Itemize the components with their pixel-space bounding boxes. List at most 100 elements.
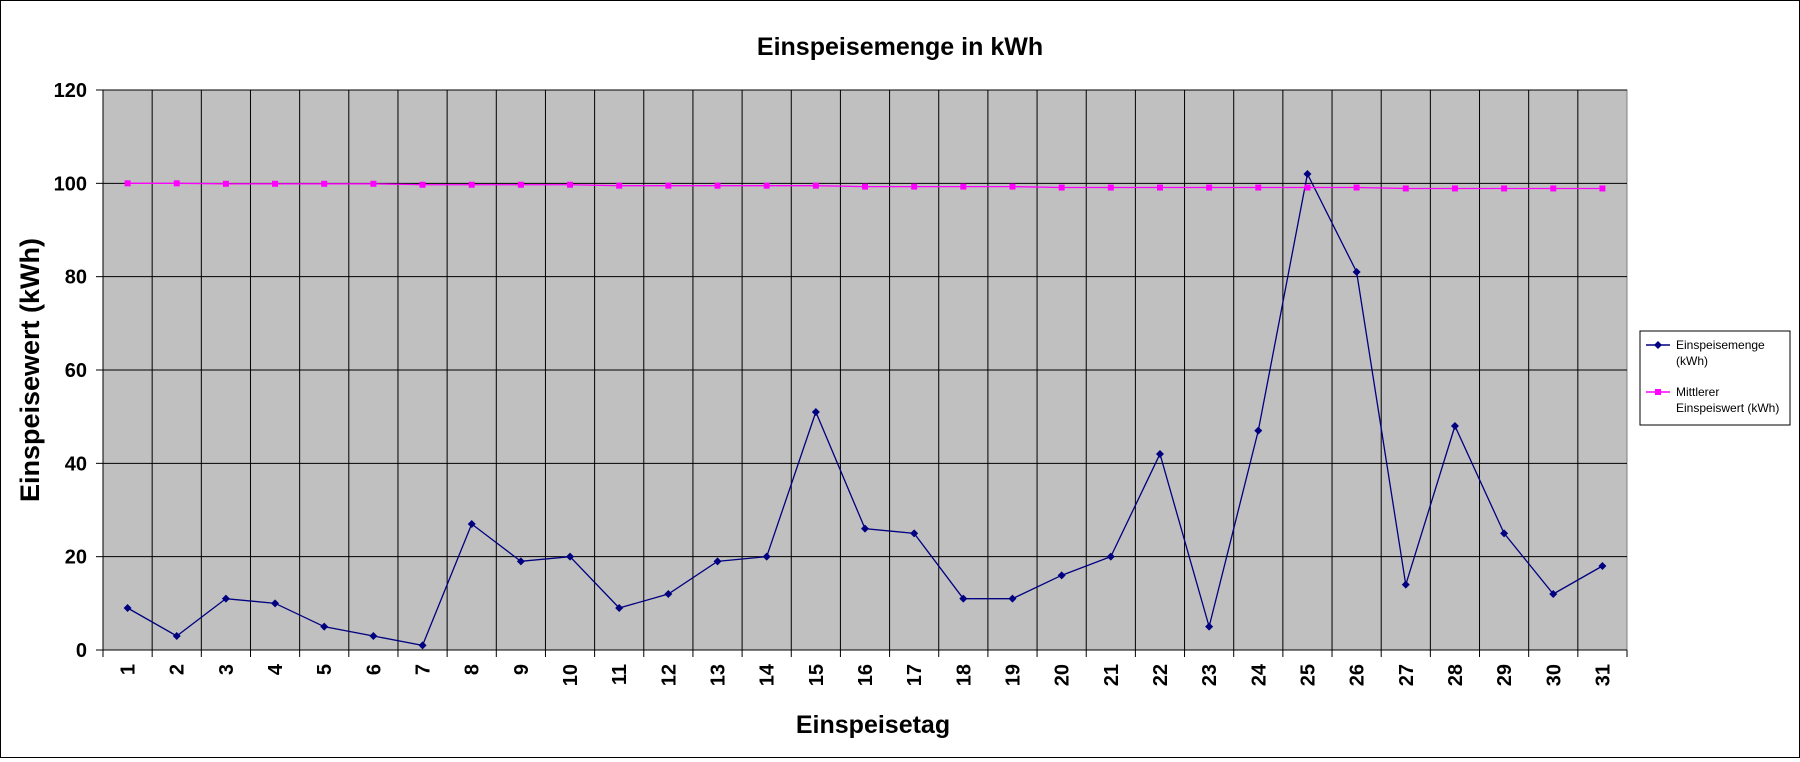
data-point-square [1009,183,1016,190]
y-tick-label: 60 [65,360,87,382]
data-point-square [1353,184,1360,191]
x-tick-label: 26 [1347,664,1369,686]
data-point-diamond [271,599,280,608]
y-tick-label: 20 [65,547,87,569]
data-point-square [1058,184,1065,191]
x-tick-label: 11 [609,664,631,685]
data-point-diamond [1254,426,1263,435]
data-point-diamond [1450,422,1459,430]
x-tick-label: 7 [413,664,435,675]
data-point-diamond [1598,562,1607,570]
data-point-square [1599,185,1606,192]
data-point-diamond [762,552,771,561]
data-point-square [616,182,623,189]
data-point-square [714,182,721,189]
x-tick-label: 12 [658,664,680,686]
x-tick-label: 24 [1248,663,1270,686]
legend-box [1639,330,1791,426]
y-tick-label: 0 [76,640,87,662]
legend-label-mittlerer-unit: Einspeiswert (kWh) [1676,401,1779,415]
x-tick-label: 5 [314,664,336,675]
data-point-square [960,183,967,190]
data-point-square [1304,184,1311,191]
legend-marker-diamond-icon [1654,341,1662,349]
x-tick-labels: 1 2 3 4 5 6 7 8 9 10 11 12 13 14 15 16 17 18 19 20 21 22 23 24 2… [118,663,1615,686]
legend-marker-square-icon [1655,389,1661,395]
data-point-diamond [467,520,476,528]
data-point-diamond [1057,571,1066,580]
data-point-square [1107,184,1114,191]
data-point-square [124,180,131,187]
data-point-diamond [369,632,378,640]
x-tick-label: 21 [1101,664,1123,686]
y-axis-label: Einspeisewert (kWh) [15,238,45,502]
data-point-square [862,183,868,190]
x-tick-label: 16 [855,664,877,686]
data-point-square [1206,184,1213,191]
x-axis-label: Einspeisetag [796,711,950,739]
data-point-square [321,180,328,187]
x-tick-label: 13 [708,664,730,686]
data-point-square [1402,185,1409,192]
y-tick-label: 40 [65,453,87,475]
data-point-diamond [221,594,230,603]
data-point-diamond [713,557,722,566]
x-tick-label: 14 [757,663,779,686]
data-point-diamond [1205,622,1214,631]
data-point-diamond [615,604,624,612]
x-tick-label: 30 [1543,664,1565,686]
x-tick-label: 8 [462,664,484,675]
data-point-square [222,180,229,187]
data-point-diamond [1155,450,1164,458]
data-point-diamond [172,632,181,640]
x-tick-label: 15 [806,664,828,686]
x-tick-label: 17 [904,664,926,686]
x-tick-label: 23 [1199,664,1221,686]
axes [96,89,1628,657]
data-point-diamond [123,604,132,612]
data-point-square [665,182,672,189]
data-point-diamond [1008,594,1017,603]
data-point-diamond [1401,580,1410,589]
data-point-diamond [861,524,869,533]
x-tick-label: 19 [1002,664,1024,686]
x-tick-label: 18 [953,664,975,686]
x-tick-label: 6 [363,664,385,675]
data-point-square [1156,184,1163,191]
data-point-square [272,180,279,187]
x-tick-label: 28 [1445,664,1467,686]
data-point-square [468,181,475,188]
x-tick-label: 10 [560,664,582,686]
y-tick-label: 80 [65,267,87,289]
legend-label-mittlerer: Mittlerer [1676,385,1719,399]
x-tick-label: 9 [511,664,533,675]
data-point-diamond [664,590,673,598]
y-tick-label: 120 [54,80,87,102]
data-point-diamond [418,641,427,650]
x-tick-label: 31 [1592,664,1614,686]
data-point-diamond [1352,268,1361,276]
x-tick-label: 22 [1150,664,1172,686]
data-point-square [1501,185,1508,192]
data-point-diamond [516,557,525,566]
x-tick-label: 25 [1297,664,1319,686]
data-point-square [911,183,918,190]
data-point-diamond [811,408,820,416]
data-point-diamond [959,594,968,603]
data-point-diamond [1106,552,1115,561]
data-point-diamond [320,622,329,631]
legend: Einspeisemenge (kWh) Mittlerer Einspeisw… [1639,330,1791,426]
chart-title: Einspeisemenge in kWh [757,33,1043,61]
data-point-square [517,181,524,188]
x-tick-label: 4 [265,663,287,675]
data-point-square [1255,184,1262,191]
data-point-diamond [910,529,919,538]
data-point-diamond [1549,590,1558,598]
data-point-square [1550,185,1557,192]
legend-label-einspeisemenge-unit: (kWh) [1676,354,1708,368]
y-tick-label: 100 [54,173,87,195]
data-point-square [370,180,377,187]
data-point-square [419,181,426,188]
